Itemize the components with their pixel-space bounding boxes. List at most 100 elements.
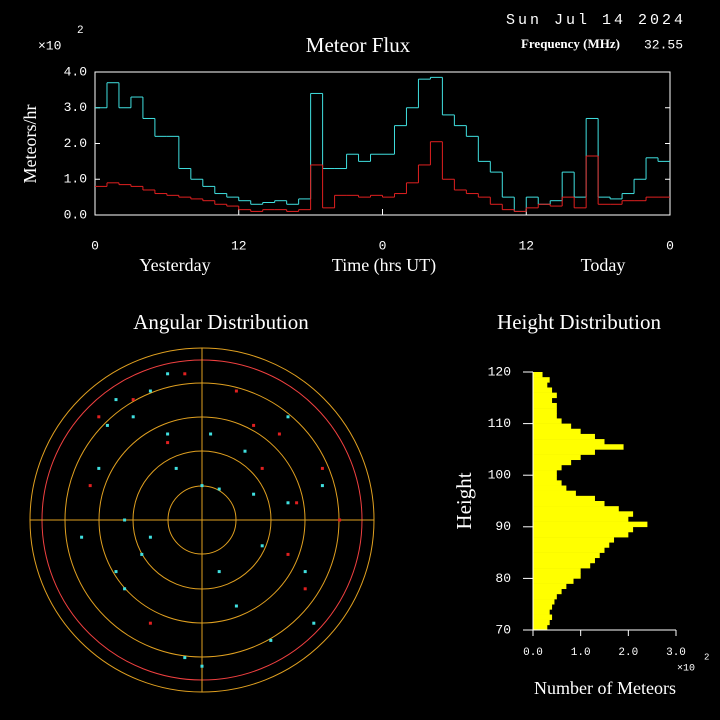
x-tick-label: 12	[231, 238, 247, 253]
height-bar	[533, 377, 550, 383]
meteor-point	[269, 638, 273, 642]
flux-title: Meteor Flux	[306, 33, 411, 57]
height-bar	[533, 542, 610, 548]
height-bar	[533, 614, 553, 620]
y-tick-label: 3.0	[64, 100, 87, 115]
height-bar	[533, 418, 562, 424]
meteor-point	[252, 423, 256, 427]
meteor-point	[260, 544, 264, 548]
angular-title: Angular Distribution	[133, 310, 309, 334]
meteor-point	[303, 570, 307, 574]
height-bar	[533, 495, 595, 502]
x-tick-label: 2.0	[618, 647, 638, 659]
meteor-point	[97, 415, 101, 419]
height-bar	[533, 557, 595, 564]
y-tick-label: 110	[488, 416, 511, 431]
height-bar	[533, 619, 550, 626]
meteor-point	[88, 484, 92, 488]
height-bar	[533, 609, 550, 615]
x-tick-label: 1.0	[571, 647, 591, 659]
height-bar	[533, 464, 562, 471]
x-tick-label: 0	[666, 238, 674, 253]
y-tick-label: 120	[488, 364, 511, 379]
height-bar	[533, 382, 548, 388]
height-bar	[533, 506, 619, 512]
height-bar	[533, 490, 576, 497]
meteor-point	[131, 415, 135, 419]
meteor-point	[295, 501, 299, 505]
height-bar	[533, 428, 581, 435]
frequency-label: Frequency (MHz)	[521, 36, 620, 51]
height-bar	[533, 599, 555, 605]
plot-frame	[94, 71, 671, 216]
meteor-point	[174, 466, 178, 470]
height-bar	[533, 568, 581, 574]
meteor-point	[166, 441, 170, 445]
y-tick-label: 0.0	[64, 207, 87, 222]
frequency: 32.55	[644, 37, 683, 52]
x-axis-label: Time (hrs UT)	[332, 255, 436, 276]
meteor-point	[148, 621, 152, 625]
polar-grid	[29, 347, 375, 693]
height-bar	[533, 526, 634, 533]
y-tick-label: 4.0	[64, 64, 87, 79]
meteor-point	[338, 518, 342, 522]
x-tick-label: 0.0	[523, 647, 543, 659]
y-tick-label: 90	[495, 519, 511, 534]
meteor-point	[166, 432, 170, 436]
height-bar	[533, 588, 562, 595]
meteor-point	[97, 466, 101, 470]
height-bar	[533, 552, 600, 559]
meteor-point	[80, 535, 84, 539]
meteor-point	[105, 423, 109, 427]
meteor-point	[131, 398, 135, 402]
height-bar	[533, 485, 567, 491]
height-bar	[533, 372, 543, 378]
count-multiplier-exp: 2	[704, 652, 709, 662]
meteor-point	[114, 570, 118, 574]
meteor-point	[148, 535, 152, 539]
meteor-point	[200, 484, 204, 488]
height-bar	[533, 624, 548, 631]
height-bar	[533, 583, 567, 590]
height-bar	[533, 475, 557, 481]
meteor-point	[260, 466, 264, 470]
meteor-point	[183, 372, 187, 376]
meteor-point	[217, 487, 221, 491]
height-bar	[533, 578, 574, 584]
date: Sun Jul 14 2024	[506, 12, 686, 29]
meteor-point	[140, 552, 144, 556]
meteor-point	[234, 604, 238, 608]
height-bar	[533, 449, 595, 455]
height-bar	[533, 444, 624, 450]
meteor-point	[123, 518, 127, 522]
height-bar	[533, 423, 572, 430]
height-title: Height Distribution	[497, 310, 661, 334]
height-bar	[533, 397, 553, 404]
y-tick-label: 100	[488, 468, 511, 483]
y-tick-label: 2.0	[64, 136, 87, 151]
meteor-point	[209, 432, 213, 436]
x-tick-label: 12	[518, 238, 534, 253]
height-bar	[533, 501, 605, 507]
meteor-point	[320, 484, 324, 488]
meteor-point	[252, 492, 256, 496]
meteor-point	[312, 621, 316, 625]
height-bar	[533, 593, 557, 600]
height-bar	[533, 470, 557, 476]
height-bar	[533, 511, 634, 517]
height-bar	[533, 408, 557, 414]
today-label: Today	[581, 255, 626, 275]
yesterday-label: Yesterday	[139, 255, 210, 275]
meteor-point	[277, 432, 281, 436]
y-tick-label: 70	[495, 622, 511, 637]
multiplier: ×10	[38, 38, 61, 53]
y-axis-label: Meteors/hr	[20, 105, 40, 184]
meteor-point	[234, 389, 238, 393]
meteor-point	[217, 570, 221, 574]
height-bar	[533, 562, 591, 569]
height-bar	[533, 531, 629, 538]
height-bar	[533, 402, 557, 409]
height-bar	[533, 521, 648, 528]
meteor-point	[286, 501, 290, 505]
